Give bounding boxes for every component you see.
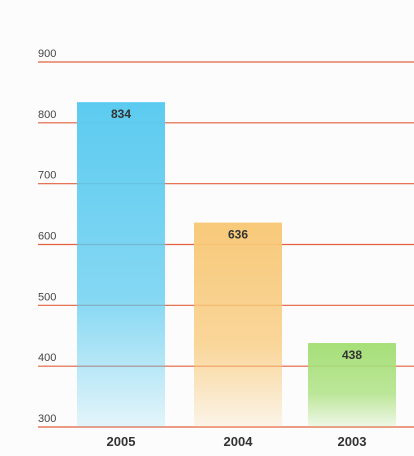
y-tick-label: 700 — [38, 170, 56, 182]
bar — [308, 343, 396, 427]
y-tick-label: 600 — [38, 231, 56, 243]
data-label: 834 — [111, 107, 131, 121]
x-tick-label: 2004 — [224, 434, 254, 449]
bar — [77, 102, 165, 428]
x-tick-label: 2003 — [338, 434, 367, 449]
y-tick-label: 400 — [38, 352, 56, 364]
data-label: 438 — [342, 348, 362, 362]
bar — [194, 222, 282, 427]
data-label: 636 — [228, 228, 248, 242]
x-tick-label: 2005 — [107, 434, 136, 449]
y-tick-label: 900 — [38, 48, 56, 60]
y-tick-label: 300 — [38, 413, 56, 425]
y-tick-label: 500 — [38, 291, 56, 303]
y-tick-label: 800 — [38, 109, 56, 121]
